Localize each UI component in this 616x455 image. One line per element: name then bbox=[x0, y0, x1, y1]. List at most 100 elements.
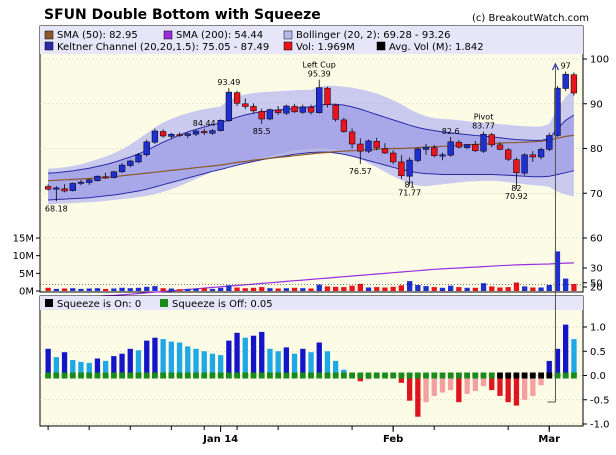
volume-bar bbox=[119, 287, 125, 291]
squeeze-off-dot bbox=[398, 372, 405, 379]
legend-bollinger: Bollinger (20, 2): 69.28 - 93.26 bbox=[296, 30, 450, 41]
volume-bar bbox=[176, 289, 183, 291]
volume-bar bbox=[226, 285, 232, 291]
candle-body bbox=[324, 87, 331, 105]
momentum-bar bbox=[324, 351, 331, 376]
price-tick-label: 50 bbox=[590, 278, 603, 289]
candle-body bbox=[463, 144, 471, 148]
price-annotation: 70.92 bbox=[505, 192, 528, 201]
candle-body bbox=[86, 179, 93, 183]
candle-body bbox=[365, 140, 372, 152]
squeeze-off-dot bbox=[69, 372, 76, 379]
candle-body bbox=[554, 87, 561, 136]
momentum-bar bbox=[94, 358, 101, 376]
squeeze-on-dot bbox=[529, 372, 536, 379]
price-annotation: 95.39 bbox=[308, 70, 331, 79]
candle-body bbox=[340, 119, 348, 132]
price-tick-label: 80 bbox=[590, 144, 603, 155]
price-annotation: 76.57 bbox=[349, 167, 372, 176]
legend-vol: Vol: 1.969M bbox=[296, 42, 355, 53]
sma50-swatch bbox=[44, 30, 54, 40]
volume-bar bbox=[185, 288, 191, 291]
momentum-bar bbox=[176, 342, 183, 376]
price-annotation: 93.49 bbox=[217, 78, 240, 87]
squeeze-tick-label: 1.0 bbox=[590, 323, 606, 334]
squeeze-off-label: Squeeze is Off: 0.05 bbox=[172, 299, 273, 310]
squeeze-off-dot bbox=[78, 372, 84, 379]
squeeze-off-dot bbox=[406, 372, 413, 379]
momentum-bar bbox=[70, 360, 76, 376]
legend-keltner: Keltner Channel (20,20,1.5): 75.05 - 87.… bbox=[57, 42, 269, 53]
squeeze-off-dot bbox=[357, 372, 364, 379]
momentum-bar bbox=[333, 360, 339, 376]
volume-tick-label: 20 bbox=[590, 283, 603, 294]
candle-body bbox=[357, 143, 364, 152]
price-tick-label: 90 bbox=[590, 99, 603, 110]
squeeze-tick-label: -1.0 bbox=[590, 420, 610, 431]
momentum-bar bbox=[530, 375, 536, 396]
price-annotation: 97 bbox=[561, 62, 571, 71]
vol-swatch bbox=[283, 41, 293, 51]
candle-body bbox=[505, 149, 512, 160]
volume-bar bbox=[431, 287, 437, 291]
candle-body bbox=[414, 148, 421, 161]
breakout-marker bbox=[547, 62, 559, 403]
volume-bar bbox=[349, 285, 355, 291]
volume-bar bbox=[45, 287, 51, 291]
volume-bar bbox=[464, 287, 470, 291]
candle-body bbox=[53, 187, 60, 190]
price-tick-label: 100 bbox=[590, 55, 609, 66]
volume-bar bbox=[472, 287, 478, 291]
candle-body bbox=[217, 120, 224, 131]
volume-bar bbox=[563, 278, 569, 291]
momentum-bar bbox=[209, 353, 216, 376]
volume-bar bbox=[554, 251, 561, 291]
volume-axis-label: 0M bbox=[19, 287, 34, 298]
price-annotation: 84.44 bbox=[193, 119, 216, 128]
momentum-bar bbox=[168, 341, 174, 376]
squeeze-off-dot bbox=[201, 372, 208, 379]
volume-bar bbox=[497, 287, 503, 291]
squeeze-off-dot bbox=[308, 372, 314, 379]
volume-bar bbox=[489, 286, 495, 291]
squeeze-tick-label: 0.0 bbox=[590, 371, 606, 382]
price-annotation: Left Cup bbox=[303, 61, 336, 70]
squeeze-dots bbox=[45, 372, 577, 379]
volume-bar bbox=[390, 286, 396, 291]
candle-body bbox=[570, 74, 578, 94]
squeeze-off-dot bbox=[275, 372, 282, 379]
momentum-bar bbox=[464, 375, 470, 394]
volume-bar bbox=[267, 288, 273, 291]
squeeze-off-dot bbox=[168, 372, 175, 379]
price-annotation: 81 bbox=[404, 180, 414, 189]
candle-body bbox=[176, 134, 183, 136]
volume-axis-label: 5M bbox=[19, 269, 34, 280]
squeeze-on-dot bbox=[513, 372, 520, 379]
momentum-bar bbox=[45, 348, 51, 376]
momentum-bar bbox=[152, 337, 158, 376]
momentum-bar bbox=[398, 375, 404, 383]
candle-body bbox=[168, 133, 175, 137]
volume-bar bbox=[70, 288, 76, 291]
volume-bar bbox=[242, 288, 248, 291]
candle-body bbox=[110, 171, 118, 178]
legend-sma50: SMA (50): 82.95 bbox=[57, 30, 138, 41]
candle-body bbox=[390, 152, 397, 163]
momentum-bar bbox=[78, 361, 84, 376]
squeeze-off-dot bbox=[472, 372, 479, 379]
squeeze-off-dot bbox=[102, 372, 109, 379]
chart-title: SFUN Double Bottom with Squeeze bbox=[44, 7, 321, 23]
candle-body bbox=[44, 186, 52, 190]
volume-bar bbox=[415, 285, 421, 291]
candle-body bbox=[275, 109, 282, 113]
momentum-bar bbox=[316, 342, 322, 376]
sma200-swatch bbox=[163, 30, 173, 40]
squeeze-off-dot bbox=[226, 372, 232, 379]
momentum-bar bbox=[439, 375, 446, 393]
momentum-bar bbox=[431, 375, 437, 396]
volume-bar bbox=[160, 288, 166, 291]
squeeze-off-dot bbox=[431, 372, 438, 379]
momentum-bar bbox=[489, 375, 495, 391]
squeeze-on-dot bbox=[546, 372, 553, 379]
breakout-arrow bbox=[551, 62, 559, 71]
